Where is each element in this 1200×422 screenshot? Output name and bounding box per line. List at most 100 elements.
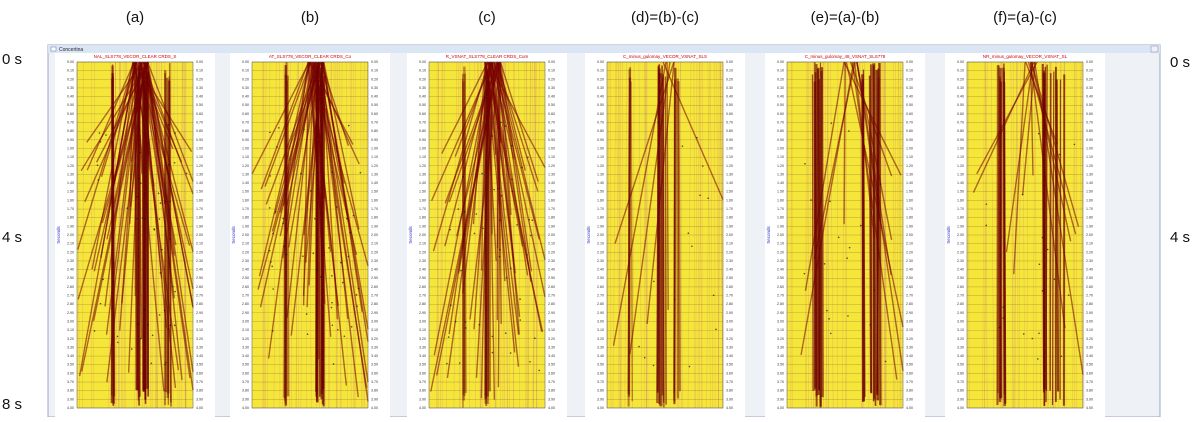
y-tick-label: 0.80	[67, 129, 74, 133]
dot	[269, 175, 271, 177]
y-tick-label: 3.40	[1086, 354, 1093, 358]
dot	[519, 319, 521, 321]
dot	[102, 279, 104, 281]
y-tick-label: 1.60	[548, 198, 555, 202]
dot	[169, 238, 171, 240]
y-tick-label: 1.80	[242, 216, 249, 220]
y-tick-label: 3.80	[1086, 389, 1093, 393]
dot	[164, 310, 166, 312]
y-tick-label: 2.90	[1086, 311, 1093, 315]
y-tick-label: 3.00	[957, 319, 964, 323]
y-tick-label: 2.20	[196, 250, 203, 254]
y-tick-label: 1.70	[777, 207, 784, 211]
y-tick-label: 4.00	[242, 406, 249, 410]
y-tick-label: 3.70	[726, 380, 733, 384]
y-tick-label: 1.30	[1086, 172, 1093, 176]
y-tick-label: 1.70	[242, 207, 249, 211]
dot	[448, 336, 450, 338]
y-tick-label: 1.20	[67, 164, 74, 168]
y-tick-label: 2.10	[957, 242, 964, 246]
y-tick-label: 0.50	[196, 103, 203, 107]
dot	[300, 173, 302, 175]
y-tick-label: 3.50	[1086, 363, 1093, 367]
dot	[147, 324, 149, 326]
y-tick-label: 3.40	[906, 354, 913, 358]
dot	[144, 309, 146, 311]
y-tick-label: 3.90	[196, 397, 203, 401]
y-tick-label: 1.90	[196, 224, 203, 228]
y-tick-label: 2.50	[1086, 276, 1093, 280]
y-tick-label: 3.00	[419, 319, 426, 323]
y-tick-label: 1.30	[548, 172, 555, 176]
y-tick-label: 0.20	[906, 77, 913, 81]
y-tick-label: 1.80	[419, 216, 426, 220]
dot	[691, 245, 693, 247]
dot	[271, 266, 273, 268]
y-tick-label: 2.20	[419, 250, 426, 254]
dot	[479, 324, 481, 326]
y-tick-label: 1.60	[1086, 198, 1093, 202]
y-tick-label: 0.20	[371, 77, 378, 81]
close-button[interactable]	[1151, 46, 1158, 52]
y-tick-label: 0.90	[548, 138, 555, 142]
panel-label: (d)=(b)-(c)	[631, 9, 699, 26]
panel-header: AT_SLS778_VECOR_CLEAR CRDS_Co	[269, 54, 352, 59]
y-tick-label: 0.30	[597, 86, 604, 90]
y-tick-label: 2.00	[67, 233, 74, 237]
dot	[450, 305, 452, 307]
y-tick-label: 2.40	[242, 268, 249, 272]
y-tick-label: 2.10	[242, 242, 249, 246]
dot	[846, 257, 848, 259]
dot	[505, 332, 507, 334]
dot	[1038, 133, 1040, 135]
y-tick-label: 3.00	[67, 319, 74, 323]
dot	[870, 324, 872, 326]
dot	[847, 315, 849, 317]
y-tick-label: 3.00	[1086, 319, 1093, 323]
y-tick-label: 3.00	[548, 319, 555, 323]
dot	[161, 249, 163, 251]
panel-label: (b)	[301, 9, 319, 26]
y-tick-label: 1.10	[196, 155, 203, 159]
dot	[492, 352, 494, 354]
stripe	[873, 64, 874, 402]
y-tick-label: 3.30	[242, 345, 249, 349]
dot	[168, 164, 170, 166]
y-tick-label: 2.60	[906, 285, 913, 289]
y-tick-label: 2.70	[196, 294, 203, 298]
dot	[1039, 263, 1041, 265]
dot	[501, 195, 503, 197]
y-tick-label: 1.50	[957, 190, 964, 194]
y-tick-label: 3.80	[196, 389, 203, 393]
y-tick-label: 4.00	[1086, 406, 1093, 410]
y-tick-label: 1.90	[67, 224, 74, 228]
y-tick-label: 3.70	[906, 380, 913, 384]
y-tick-label: 2.60	[67, 285, 74, 289]
y-tick-label: 1.40	[548, 181, 555, 185]
y-tick-label: 1.00	[67, 146, 74, 150]
dot	[172, 286, 174, 288]
y-tick-label: 1.80	[548, 216, 555, 220]
y-tick-label: 3.20	[242, 337, 249, 341]
dot	[985, 225, 987, 227]
y-tick-label: 1.90	[726, 224, 733, 228]
dot	[860, 225, 862, 227]
y-tick-label: 1.00	[1086, 146, 1093, 150]
axis-label: Seconds	[586, 225, 591, 243]
y-tick-label: 1.30	[242, 172, 249, 176]
y-tick-label: 3.20	[196, 337, 203, 341]
y-tick-label: 4.00	[548, 406, 555, 410]
y-tick-label: 3.80	[906, 389, 913, 393]
dot	[159, 218, 161, 220]
dot	[349, 232, 351, 234]
y-tick-label: 2.40	[777, 268, 784, 272]
y-tick-label: 3.70	[777, 380, 784, 384]
panel-header: C_minus_gulomay_VECOR_VSNAT_SLS	[623, 54, 707, 59]
y-tick-label: 3.90	[957, 397, 964, 401]
y-tick-label: 0.50	[1086, 103, 1093, 107]
y-tick-label: 1.50	[242, 190, 249, 194]
y-tick-label: 1.80	[67, 216, 74, 220]
y-tick-label: 1.10	[242, 155, 249, 159]
y-tick-label: 2.50	[371, 276, 378, 280]
dot	[1042, 290, 1044, 292]
